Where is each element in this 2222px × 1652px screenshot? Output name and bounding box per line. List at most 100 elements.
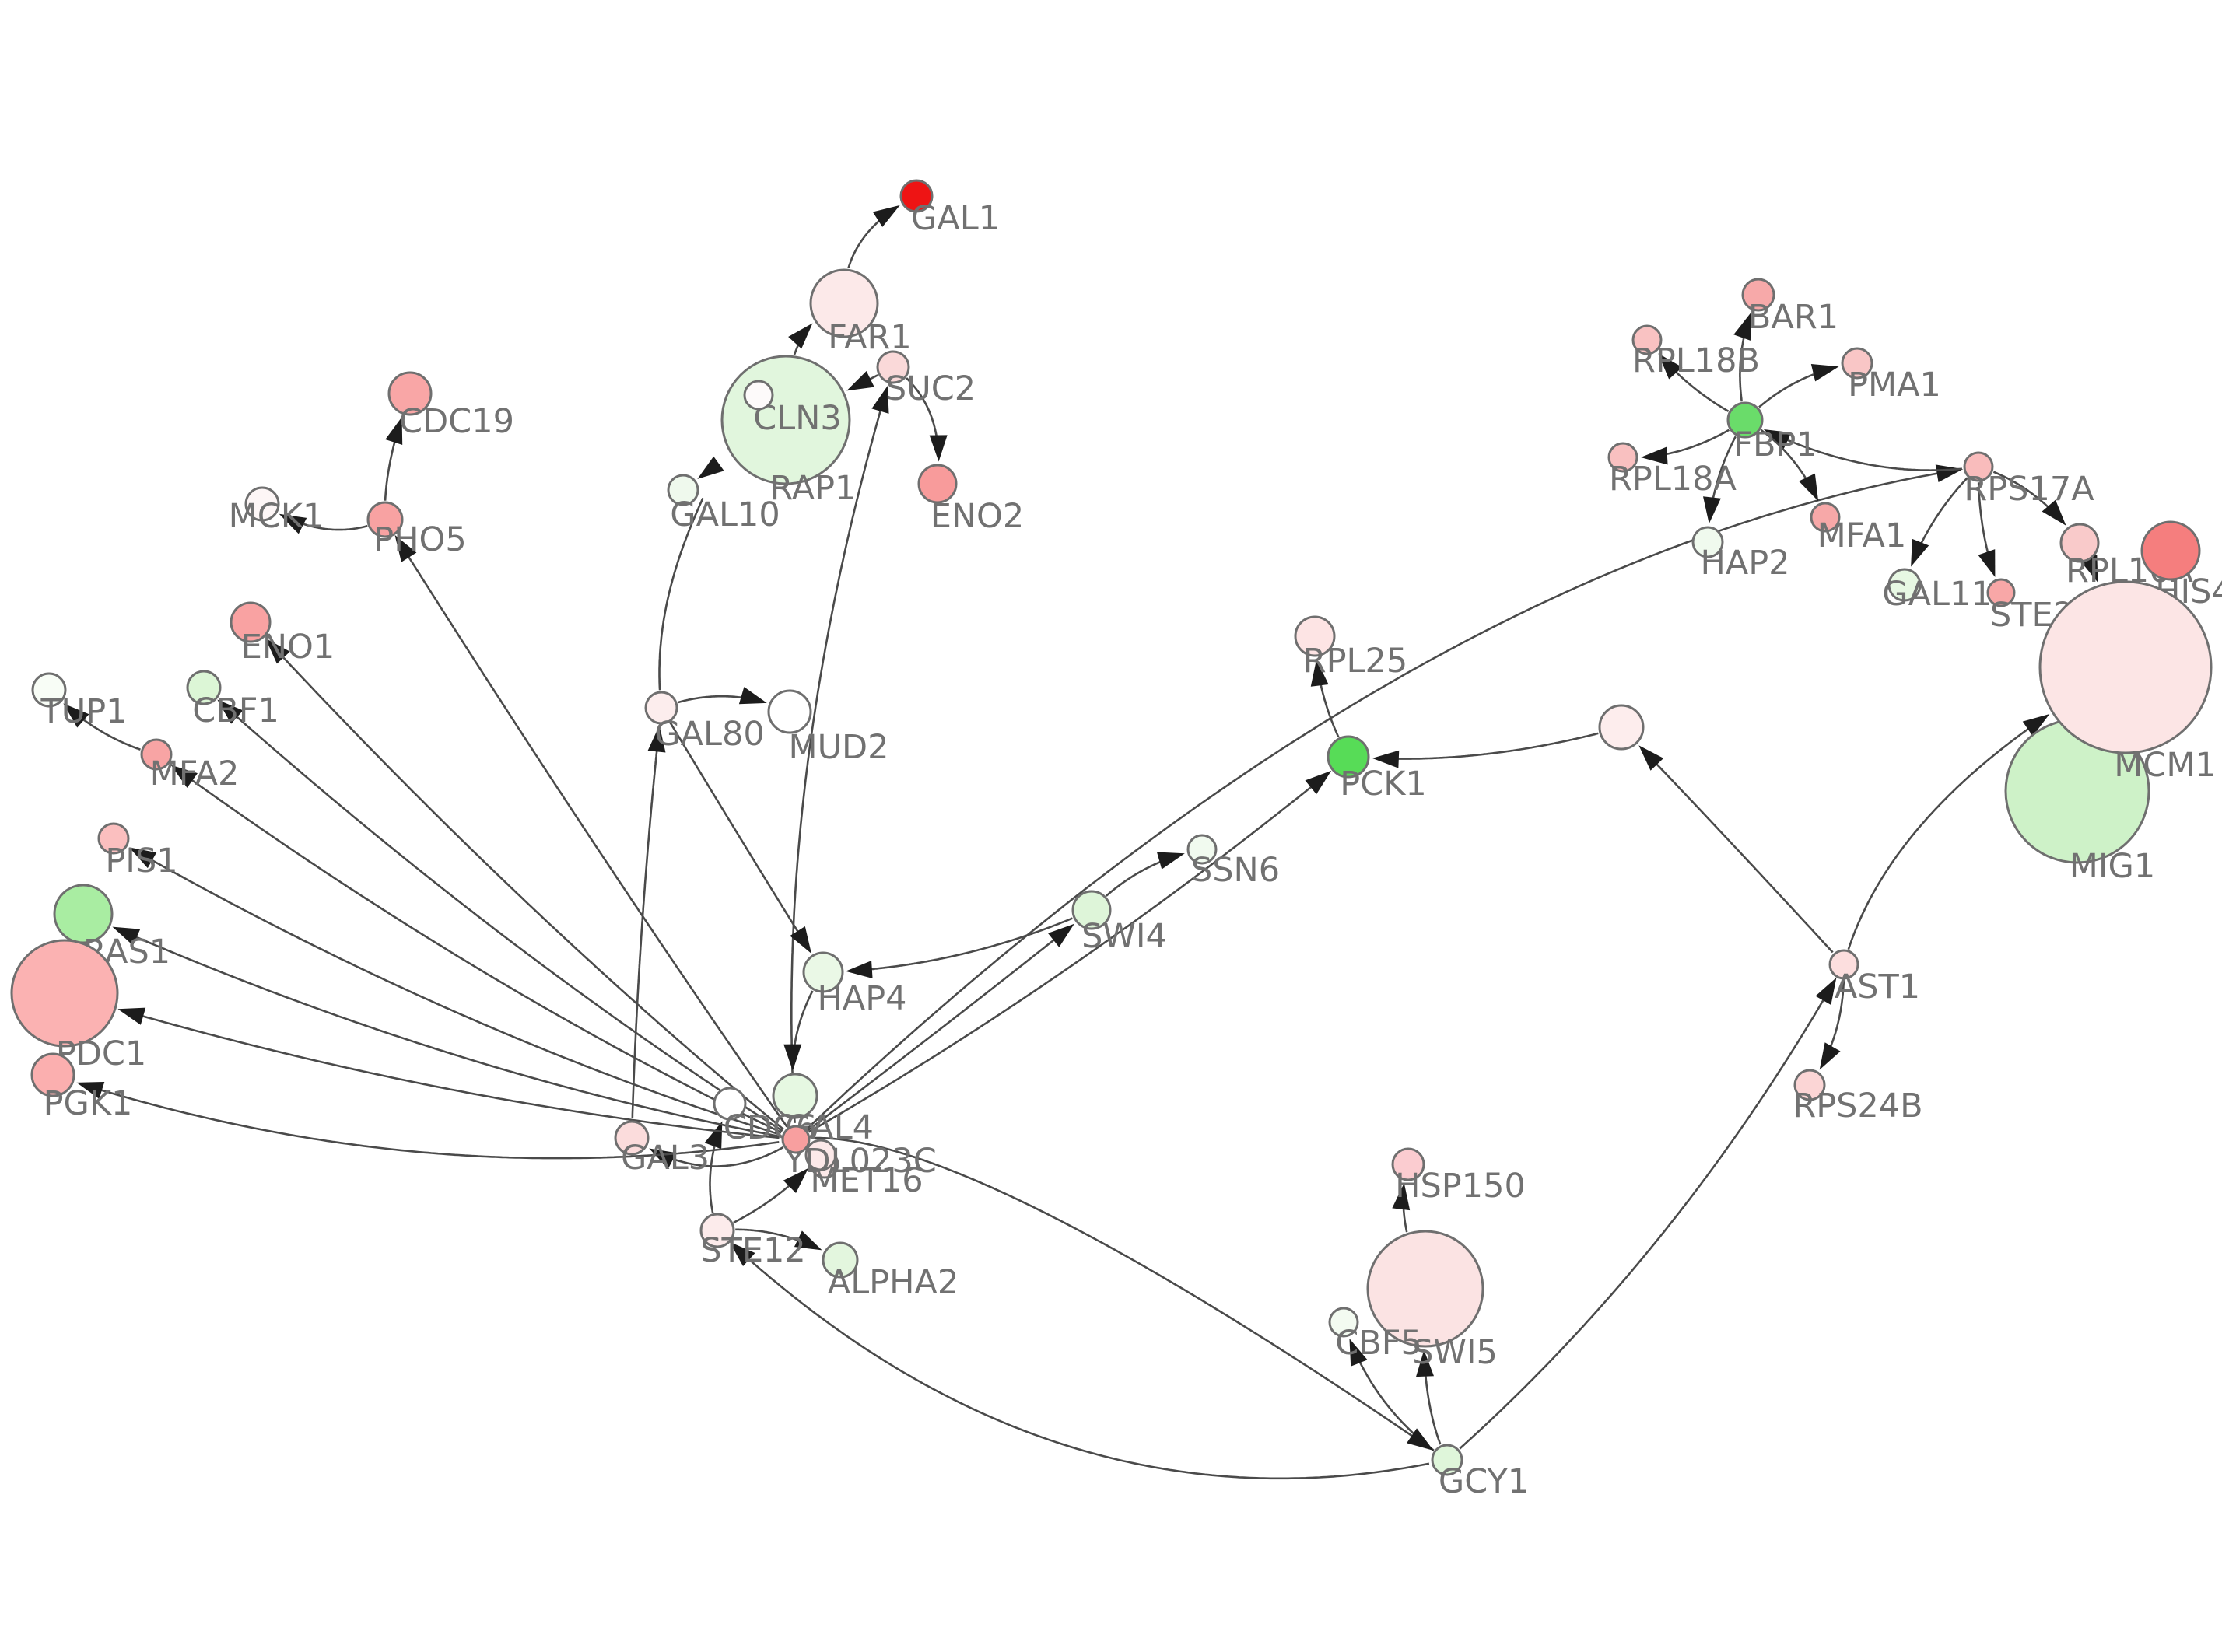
edge-GAL4-PHO5[interactable] — [405, 552, 788, 1128]
node-circle-BAR1[interactable] — [1741, 278, 1775, 312]
graph-node-PIS1[interactable]: PIS1 — [97, 822, 178, 880]
graph-node-FAR1[interactable]: FAR1 — [809, 268, 912, 357]
node-circle-STE12[interactable] — [699, 1213, 735, 1248]
edge-SWI4-HAP4[interactable] — [865, 917, 1074, 971]
graph-node-PMA1[interactable]: PMA1 — [1841, 347, 1941, 404]
node-circle-FAR1[interactable] — [809, 268, 879, 338]
node-circle-CBF1[interactable] — [186, 670, 222, 705]
node-circle-HAP2[interactable] — [1691, 526, 1724, 558]
edge-GAL80-HAP4[interactable] — [669, 722, 802, 936]
graph-node-STE12[interactable]: STE12 — [699, 1213, 806, 1270]
node-circle-GAL1[interactable] — [899, 179, 934, 213]
node-circle-ENO2[interactable] — [917, 464, 958, 504]
edge-GAL3-GAL80[interactable] — [631, 746, 658, 1118]
edge-PHO5-MCK1[interactable] — [297, 520, 368, 531]
edge-GAL4-SUC2[interactable] — [790, 408, 882, 1123]
edge-GAL4-PGK1[interactable] — [96, 1087, 780, 1160]
edge-FBP1-MFA1[interactable] — [1760, 429, 1810, 484]
edge-GAL4-RPS17A[interactable] — [806, 471, 1943, 1130]
edge-GAL4-PDC1[interactable] — [137, 1013, 780, 1139]
edge-GAL80-MUD2[interactable] — [678, 695, 748, 704]
node-circle-YDL023C[interactable] — [804, 1139, 837, 1171]
node-circle-HSP150[interactable] — [1391, 1147, 1425, 1181]
node-circle-HIS4[interactable] — [2140, 520, 2201, 581]
graph-node-PGK1[interactable]: PGK1 — [30, 1052, 132, 1123]
node-circle-ALPHA2[interactable] — [822, 1241, 859, 1279]
edge-PHO5-CDC19[interactable] — [384, 436, 398, 501]
graph-node-CBF1[interactable]: CBF1 — [186, 670, 279, 730]
edge-GAL4-GCY1[interactable] — [811, 1136, 1417, 1440]
node-circle-RPL18B[interactable] — [1631, 324, 1663, 355]
graph-node-MFA2[interactable]: MFA2 — [140, 738, 239, 793]
graph-node-NODE_A[interactable] — [772, 1073, 818, 1119]
graph-node-GCY1[interactable]: GCY1 — [1431, 1444, 1529, 1501]
node-circle-MFA1[interactable] — [1810, 502, 1841, 533]
edge-SUC2-ENO2[interactable] — [906, 377, 939, 443]
graph-node-MCK1[interactable]: MCK1 — [229, 486, 324, 536]
edge-MFA2-TUP1[interactable] — [78, 715, 141, 751]
node-circle-GAL11[interactable] — [1887, 568, 1922, 602]
node-circle-GAL10[interactable] — [667, 474, 699, 506]
graph-node-CBF5[interactable]: CBF5 — [1328, 1307, 1422, 1363]
node-circle-PCK1[interactable] — [1327, 735, 1370, 779]
edge-STE12-YDL023C[interactable] — [733, 1181, 794, 1224]
graph-node-MIG1[interactable]: MIG1 — [2004, 718, 2155, 886]
node-circle-RAP1[interactable] — [743, 380, 774, 411]
node-circle-PIS1[interactable] — [97, 822, 130, 855]
graph-node-SWI5[interactable]: SWI5 — [1366, 1230, 1498, 1372]
graph-node-PCK1[interactable]: PCK1 — [1327, 735, 1427, 803]
edge-GAL4-GAL3[interactable] — [667, 1146, 784, 1167]
graph-node-RPL25[interactable]: RPL25 — [1294, 615, 1407, 681]
graph-node-GAL80[interactable]: GAL80 — [644, 691, 765, 754]
edge-STE12-CDC6[interactable] — [709, 1139, 717, 1213]
edge-GAL4-RAS1[interactable] — [131, 934, 780, 1138]
graph-node-YDL023C[interactable]: YDL023C — [783, 1139, 937, 1181]
graph-node-RPS24B[interactable]: RPS24B — [1793, 1069, 1923, 1125]
node-circle-AST1[interactable] — [1828, 949, 1859, 980]
edge-GAL4-MFA2[interactable] — [188, 776, 782, 1134]
edge-FBP1-BAR1[interactable] — [1739, 331, 1747, 402]
graph-node-GAL4[interactable]: GAL4 — [781, 1108, 874, 1154]
graph-node-GAL11[interactable]: GAL11 — [1882, 568, 1992, 614]
graph-node-MUD2[interactable]: MUD2 — [767, 689, 889, 767]
node-circle-CBF5[interactable] — [1328, 1307, 1359, 1338]
edge-GAL4-SWI4[interactable] — [807, 935, 1060, 1132]
edge-GCY1-SWI5[interactable] — [1424, 1370, 1442, 1445]
edge-FBP1-RPL18B[interactable] — [1671, 367, 1730, 412]
node-circle-STE2[interactable] — [1986, 578, 2016, 607]
edge-GAL4-PIS1[interactable] — [147, 856, 781, 1136]
edge-STE12-ALPHA2[interactable] — [735, 1228, 804, 1244]
node-circle-NODE_B[interactable] — [1598, 704, 1645, 751]
edge-SWI4-SSN6[interactable] — [1105, 859, 1166, 897]
node-circle-CDC19[interactable] — [387, 371, 433, 416]
graph-node-GAL1[interactable]: GAL1 — [899, 179, 1000, 238]
graph-node-HSP150[interactable]: HSP150 — [1391, 1147, 1526, 1206]
graph-node-HAP4[interactable]: HAP4 — [802, 951, 907, 1018]
node-circle-MCK1[interactable] — [244, 486, 280, 522]
node-circle-PHO5[interactable] — [366, 501, 404, 538]
node-circle-RPL25[interactable] — [1294, 615, 1336, 657]
node-circle-MUD2[interactable] — [767, 689, 812, 734]
graph-node-CLN3[interactable]: CLN3 — [720, 355, 851, 485]
node-circle-MCM1[interactable] — [2038, 580, 2213, 754]
edge-FBP1-RPL18A[interactable] — [1660, 429, 1730, 457]
node-circle-ENO1[interactable] — [230, 601, 272, 643]
node-circle-SWI5[interactable] — [1366, 1230, 1484, 1348]
edge-GAL80-GAL10[interactable] — [658, 498, 704, 691]
graph-node-PHO5[interactable]: PHO5 — [366, 501, 467, 559]
node-circle-GCY1[interactable] — [1431, 1444, 1463, 1476]
graph-node-RAP1[interactable]: RAP1 — [743, 380, 856, 508]
graph-node-ENO2[interactable]: ENO2 — [917, 464, 1024, 536]
edge-RPS17A-FBP1[interactable] — [1782, 436, 1963, 471]
node-circle-GAL80[interactable] — [644, 691, 678, 725]
edge-NODE_B-PCK1[interactable] — [1393, 732, 1599, 760]
node-circle-PGK1[interactable] — [30, 1052, 75, 1097]
node-circle-GAL4[interactable] — [781, 1125, 811, 1154]
edge-GAL4-CBF1[interactable] — [233, 712, 783, 1132]
node-circle-GAL3[interactable] — [614, 1120, 650, 1156]
edge-AST1-NODE_B[interactable] — [1652, 759, 1834, 954]
graph-node-GAL3[interactable]: GAL3 — [614, 1120, 710, 1178]
node-circle-RPS24B[interactable] — [1793, 1069, 1826, 1101]
edge-PCK1-RPL25[interactable] — [1318, 679, 1340, 738]
